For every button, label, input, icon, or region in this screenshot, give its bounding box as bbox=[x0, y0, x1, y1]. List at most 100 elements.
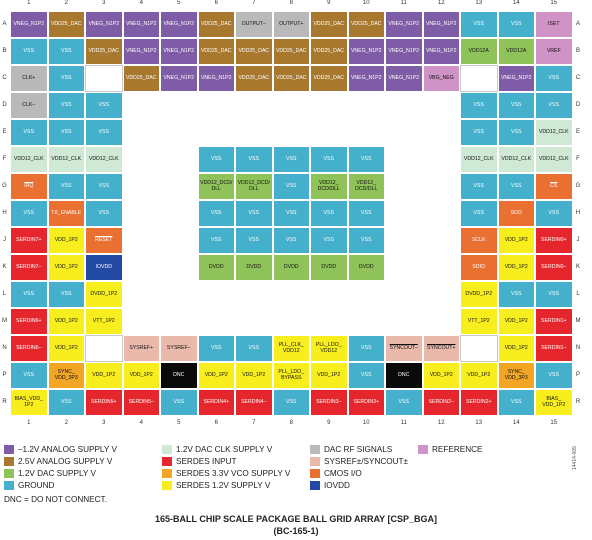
ball-G8: VSS bbox=[272, 173, 310, 200]
ball-label: OUTPUT+ bbox=[279, 20, 304, 27]
ball-label: DNC bbox=[173, 371, 185, 378]
ball-label: DVDD_1P2 bbox=[465, 290, 493, 297]
ball-label: VSS bbox=[98, 209, 109, 216]
legend-item-cmos: CMOS I/O bbox=[310, 469, 362, 478]
ball-A1: VNEG_N1P2 bbox=[10, 11, 48, 38]
ball-label: VDD25_DAC bbox=[313, 47, 345, 54]
ball-C8: VDD25_DAC bbox=[272, 65, 310, 92]
column-number-top: 12 bbox=[437, 0, 445, 6]
row-letter-left: N bbox=[2, 344, 7, 351]
ball-label: VDD_1P2 bbox=[92, 371, 116, 378]
ball-P4: VDD_1P2 bbox=[122, 362, 160, 389]
ball-N6: VSS bbox=[197, 335, 235, 362]
ball-grid: 1 1 2 2 3 3 4 4 5 5 6 6 7 7 8 8 9 9 10 10 11 11 12 12 13 13 14 14 15… bbox=[2, 0, 581, 426]
ball-H13: VSS bbox=[460, 200, 498, 227]
ball-R13: SERDIN2+ bbox=[460, 389, 498, 416]
legend-label: SERDES 3.3V VCO SUPPLY V bbox=[176, 469, 291, 478]
ball-label: VDD_1P2 bbox=[54, 344, 78, 351]
ball-label: VSS bbox=[511, 20, 522, 27]
ball-R11: VSS bbox=[385, 389, 423, 416]
ball-label: VDD25_DAC bbox=[88, 47, 120, 54]
ball-A15: ISET bbox=[535, 11, 573, 38]
ball-C11: VNEG_N1P2 bbox=[385, 65, 423, 92]
ball-N11: SYNCOUT– bbox=[385, 335, 423, 362]
ball-N4: SYSREF+ bbox=[122, 335, 160, 362]
ball-A4: VNEG_N1P2 bbox=[122, 11, 160, 38]
ball-H10: VSS bbox=[347, 200, 385, 227]
ball-L2: VSS bbox=[47, 281, 85, 308]
ball-G13: VSS bbox=[460, 173, 498, 200]
ball-label: VDD_1P2 bbox=[467, 371, 491, 378]
ball-A3: VNEG_N1P2 bbox=[85, 11, 123, 38]
row-letter-right: J bbox=[576, 236, 580, 243]
ball-label: VNEG_N1P2 bbox=[13, 20, 45, 27]
ball-label: DVDD bbox=[321, 263, 337, 270]
ball-P9: VDD_1P2 bbox=[310, 362, 348, 389]
ball-label: VDD_1P2 bbox=[504, 263, 528, 270]
ball-label: VSS bbox=[23, 47, 34, 54]
ball-D1: CLK– bbox=[10, 92, 48, 119]
ball-label: VDD_1P2 bbox=[504, 344, 528, 351]
ball-label: VSS bbox=[61, 182, 72, 189]
ball-label: SERDIN1– bbox=[541, 344, 567, 351]
ball-B6: VDD25_DAC bbox=[197, 38, 235, 65]
row-letter-right: R bbox=[575, 398, 581, 405]
ball-M13: VTT_1P2 bbox=[460, 308, 498, 335]
ball-K14: VDD_1P2 bbox=[497, 254, 535, 281]
ball-K6: DVDD bbox=[197, 254, 235, 281]
ball-label: SERDIN5+ bbox=[90, 398, 117, 405]
row-letter-right: N bbox=[575, 344, 581, 351]
ball-D14: VSS bbox=[497, 92, 535, 119]
ball-label: VSS bbox=[211, 344, 222, 351]
ball-label: VSS bbox=[61, 101, 72, 108]
ball-label: VDD_1P2 bbox=[54, 317, 78, 324]
ball-label: SERDIN7– bbox=[16, 263, 42, 270]
legend-swatch bbox=[4, 469, 14, 478]
ball-C9: VDD25_DAC bbox=[310, 65, 348, 92]
ball-label: DVDD_1P2 bbox=[90, 290, 118, 297]
ball-label: VDD25_DAC bbox=[313, 74, 345, 81]
legend-label: 1.2V DAC SUPPLY V bbox=[18, 469, 96, 478]
ball-R14: VSS bbox=[497, 389, 535, 416]
ball-K2: VDD_1P2 bbox=[47, 254, 85, 281]
ball-label: SYNC_ VDD_3P3 bbox=[504, 368, 528, 381]
ball-B1: VSS bbox=[10, 38, 48, 65]
ball-label: IRQ bbox=[24, 182, 34, 189]
ball-B12: VNEG_N1P2 bbox=[422, 38, 460, 65]
ball-label: VTT_1P2 bbox=[467, 317, 490, 324]
ball-label: VDD_1P2 bbox=[54, 263, 78, 270]
legend-label: DAC RF SIGNALS bbox=[324, 445, 393, 454]
row-letter-left: C bbox=[2, 74, 7, 81]
column-number-top: 8 bbox=[289, 0, 293, 6]
ball-F13: VDD12_CLK bbox=[460, 146, 498, 173]
ball-F14: VDD12_CLK bbox=[497, 146, 535, 173]
ball-B13: VDD12A bbox=[460, 38, 498, 65]
ball-label: VSS bbox=[548, 74, 559, 81]
legend-swatch bbox=[310, 445, 320, 454]
legend-label: –1.2V ANALOG SUPPLY V bbox=[18, 445, 117, 454]
ball-label: VDD12A bbox=[506, 47, 527, 54]
ball-G9: VDD12_ DCD/DLL bbox=[310, 173, 348, 200]
ball-R7: SERDIN4– bbox=[235, 389, 273, 416]
ball-label: BIAS_ VDD_1P2 bbox=[542, 395, 566, 408]
row-letter-right: F bbox=[576, 155, 580, 162]
ball-K10: DVDD bbox=[347, 254, 385, 281]
ball-B7: VDD25_DAC bbox=[235, 38, 273, 65]
column-number-bottom: 13 bbox=[475, 420, 483, 426]
ball-H2: TX_ENABLE bbox=[47, 200, 85, 227]
ball-J7: VSS bbox=[235, 227, 273, 254]
ball-A8: OUTPUT+ bbox=[272, 11, 310, 38]
ball-A12: VNEG_N1P2 bbox=[422, 11, 460, 38]
ball-label: VNEG_N1P2 bbox=[350, 74, 382, 81]
ball-label: VNEG_N1P2 bbox=[425, 47, 457, 54]
legend-label: 2.5V ANALOG SUPPLY V bbox=[18, 457, 113, 466]
ball-H8: VSS bbox=[272, 200, 310, 227]
ball-label: VSS bbox=[548, 371, 559, 378]
ball-label: VDD_1P2 bbox=[204, 371, 228, 378]
ball-J9: VSS bbox=[310, 227, 348, 254]
legend-swatch bbox=[162, 469, 172, 478]
ball-label: VDD12_DCD/ DLL bbox=[200, 179, 233, 192]
ball-label: VSS bbox=[23, 290, 34, 297]
ball-label: VDD_1P2 bbox=[504, 236, 528, 243]
row-letter-left: G bbox=[2, 182, 7, 189]
